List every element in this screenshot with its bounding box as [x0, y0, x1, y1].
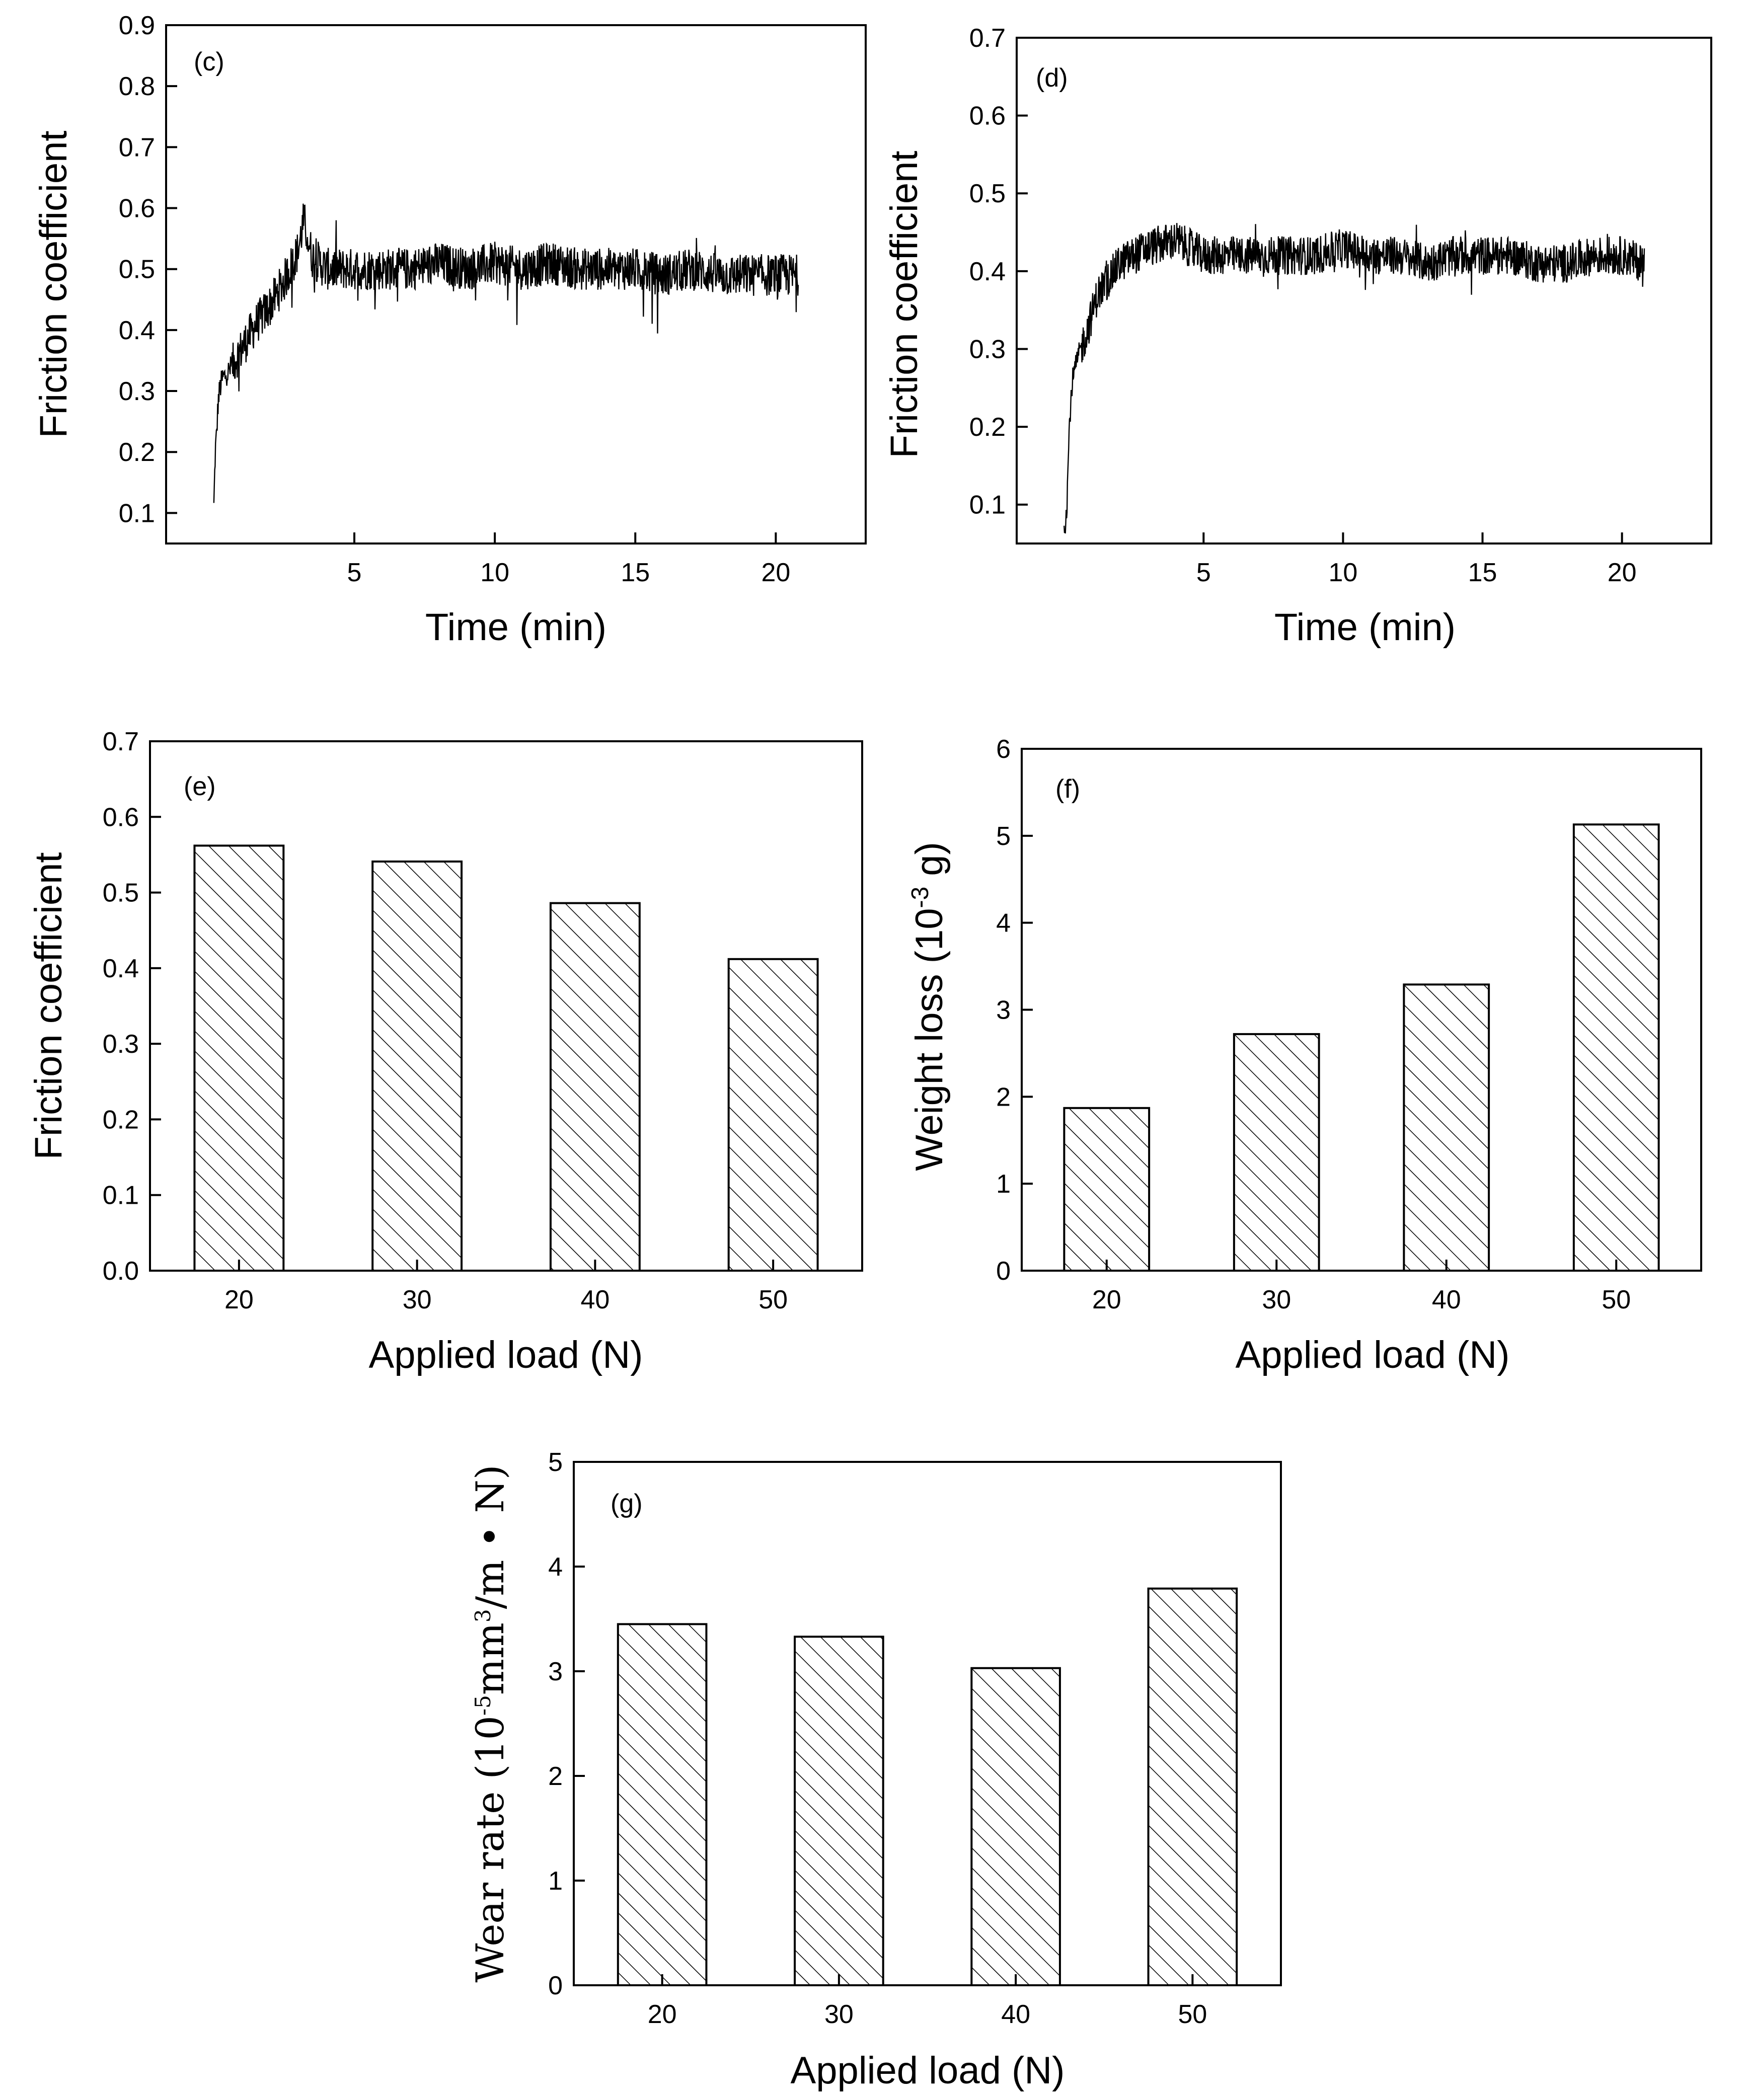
x-tick-label: 20 — [761, 558, 790, 587]
y-tick-label: 3 — [996, 996, 1011, 1025]
y-tick-label: 0.7 — [119, 133, 155, 162]
y-tick-label: 2 — [548, 1762, 563, 1791]
bar-40 — [549, 902, 641, 1272]
x-axis-label: Applied load (N) — [369, 1334, 643, 1376]
y-tick-label: 0.4 — [119, 316, 155, 345]
y-tick-label: 0.7 — [969, 24, 1006, 53]
y-tick-label: 0 — [548, 1971, 563, 2000]
y-axis-label: Weight loss (10-3 g) — [907, 842, 951, 1171]
bar-30 — [371, 860, 463, 1272]
y-tick-label: 0.6 — [969, 102, 1006, 131]
y-tick-label: 0.0 — [103, 1257, 139, 1286]
panel-c-chart: 0.10.20.30.40.50.60.70.80.9 5 10 15 20 (c) … — [32, 11, 867, 649]
y-axis-label: Wear rate (10-5mm3/m • N) — [468, 1464, 512, 1982]
bar-50 — [1147, 1587, 1238, 1986]
panel-label: (f) — [1055, 774, 1080, 804]
panel-e-chart: 0.0 0.1 0.2 0.3 0.4 0.5 0.6 0.7 20 30 40 50 (e) Ap… — [27, 727, 863, 1376]
y-tick-label: 0.6 — [103, 803, 139, 832]
x-axis-label: Applied load (N) — [1236, 1334, 1510, 1376]
bar-20 — [193, 844, 285, 1272]
y-tick-label: 0 — [996, 1257, 1011, 1286]
x-tick-label: 20 — [1608, 558, 1637, 587]
panel-g-chart: 0 1 2 3 4 5 20 30 40 50 (g) Applied load (N) Wea… — [468, 1448, 1282, 2092]
x-tick-label: 5 — [347, 558, 362, 587]
bar-20 — [1063, 1107, 1151, 1272]
y-tick-label: 0.1 — [969, 491, 1006, 520]
x-tick-label: 30 — [403, 1285, 432, 1314]
y-tick-label: 5 — [996, 822, 1011, 851]
y-tick-label: 0.5 — [119, 255, 155, 284]
x-tick-label: 15 — [621, 558, 650, 587]
x-tick-label: 30 — [1262, 1285, 1291, 1314]
y-tick-label: 6 — [996, 735, 1011, 764]
x-tick-label: 50 — [1602, 1285, 1631, 1314]
y-tick-label: 0.1 — [119, 499, 155, 528]
y-tick-label: 4 — [996, 909, 1011, 938]
bar-40 — [1403, 983, 1490, 1272]
x-axis-label: Time (min) — [425, 606, 606, 649]
panel-label: (g) — [611, 1489, 643, 1518]
x-tick-label: 10 — [1329, 558, 1358, 587]
x-tick-label: 20 — [1092, 1285, 1121, 1314]
y-tick-label: 0.4 — [969, 257, 1006, 286]
y-axis-label: Friction coefficient — [883, 150, 926, 458]
x-tick-label: 5 — [1196, 558, 1211, 587]
plot-frame — [573, 1461, 1282, 1986]
plot-frame — [1016, 37, 1712, 545]
y-tick-label: 3 — [548, 1657, 563, 1686]
y-tick-label: 0.5 — [103, 879, 139, 908]
bar-20 — [617, 1623, 708, 1986]
x-tick-label: 40 — [1432, 1285, 1461, 1314]
bar-30 — [794, 1636, 884, 1987]
friction-trace-line — [1063, 223, 1645, 534]
x-axis-label: Time (min) — [1274, 606, 1456, 649]
x-tick-label: 40 — [1001, 2000, 1030, 2029]
y-tick-label: 0.1 — [103, 1181, 139, 1210]
y-tick-label: 0.2 — [969, 413, 1006, 442]
plot-frame — [165, 24, 867, 545]
y-axis-label: Friction coefficient — [32, 130, 75, 438]
y-tick-label: 0.6 — [119, 194, 155, 223]
x-tick-label: 30 — [824, 2000, 854, 2029]
x-tick-label: 15 — [1468, 558, 1497, 587]
panel-d-chart: 0.1 0.2 0.3 0.4 0.5 0.6 0.7 5 10 15 20 (d) Time (… — [883, 24, 1712, 649]
y-tick-label: 0.3 — [969, 335, 1006, 364]
bar-40 — [970, 1667, 1061, 1986]
y-tick-label: 0.9 — [119, 11, 155, 40]
x-axis-label: Applied load (N) — [791, 2049, 1065, 2092]
panel-f-chart: 0 1 2 3 4 5 6 20 30 40 50 (f) Applied load (N) We… — [907, 735, 1702, 1376]
y-tick-label: 0.8 — [119, 72, 155, 101]
x-tick-label: 20 — [224, 1285, 254, 1314]
x-tick-label: 40 — [580, 1285, 610, 1314]
y-tick-label: 2 — [996, 1082, 1011, 1112]
panel-label: (d) — [1036, 63, 1068, 93]
y-tick-label: 0.2 — [103, 1105, 139, 1134]
y-tick-label: 0.4 — [103, 954, 139, 983]
y-tick-label: 0.5 — [969, 179, 1006, 208]
bar-50 — [727, 958, 819, 1272]
x-tick-label: 10 — [480, 558, 509, 587]
x-tick-label: 50 — [1178, 2000, 1207, 2029]
plot-frame — [149, 740, 863, 1272]
bar-30 — [1233, 1033, 1320, 1272]
panel-label: (c) — [194, 47, 224, 76]
y-tick-label: 5 — [548, 1448, 563, 1477]
y-tick-label: 0.3 — [103, 1030, 139, 1059]
x-tick-label: 20 — [648, 2000, 677, 2029]
panel-label: (e) — [184, 772, 216, 801]
y-tick-label: 1 — [548, 1866, 563, 1896]
friction-trace-line — [213, 203, 799, 503]
y-axis-label: Friction coefficient — [27, 852, 70, 1159]
y-tick-label: 1 — [996, 1170, 1011, 1199]
bar-50 — [1572, 823, 1660, 1272]
y-tick-label: 0.3 — [119, 377, 155, 406]
x-tick-label: 50 — [758, 1285, 788, 1314]
y-tick-label: 0.2 — [119, 438, 155, 467]
y-tick-label: 0.7 — [103, 727, 139, 756]
y-tick-label: 4 — [548, 1552, 563, 1582]
